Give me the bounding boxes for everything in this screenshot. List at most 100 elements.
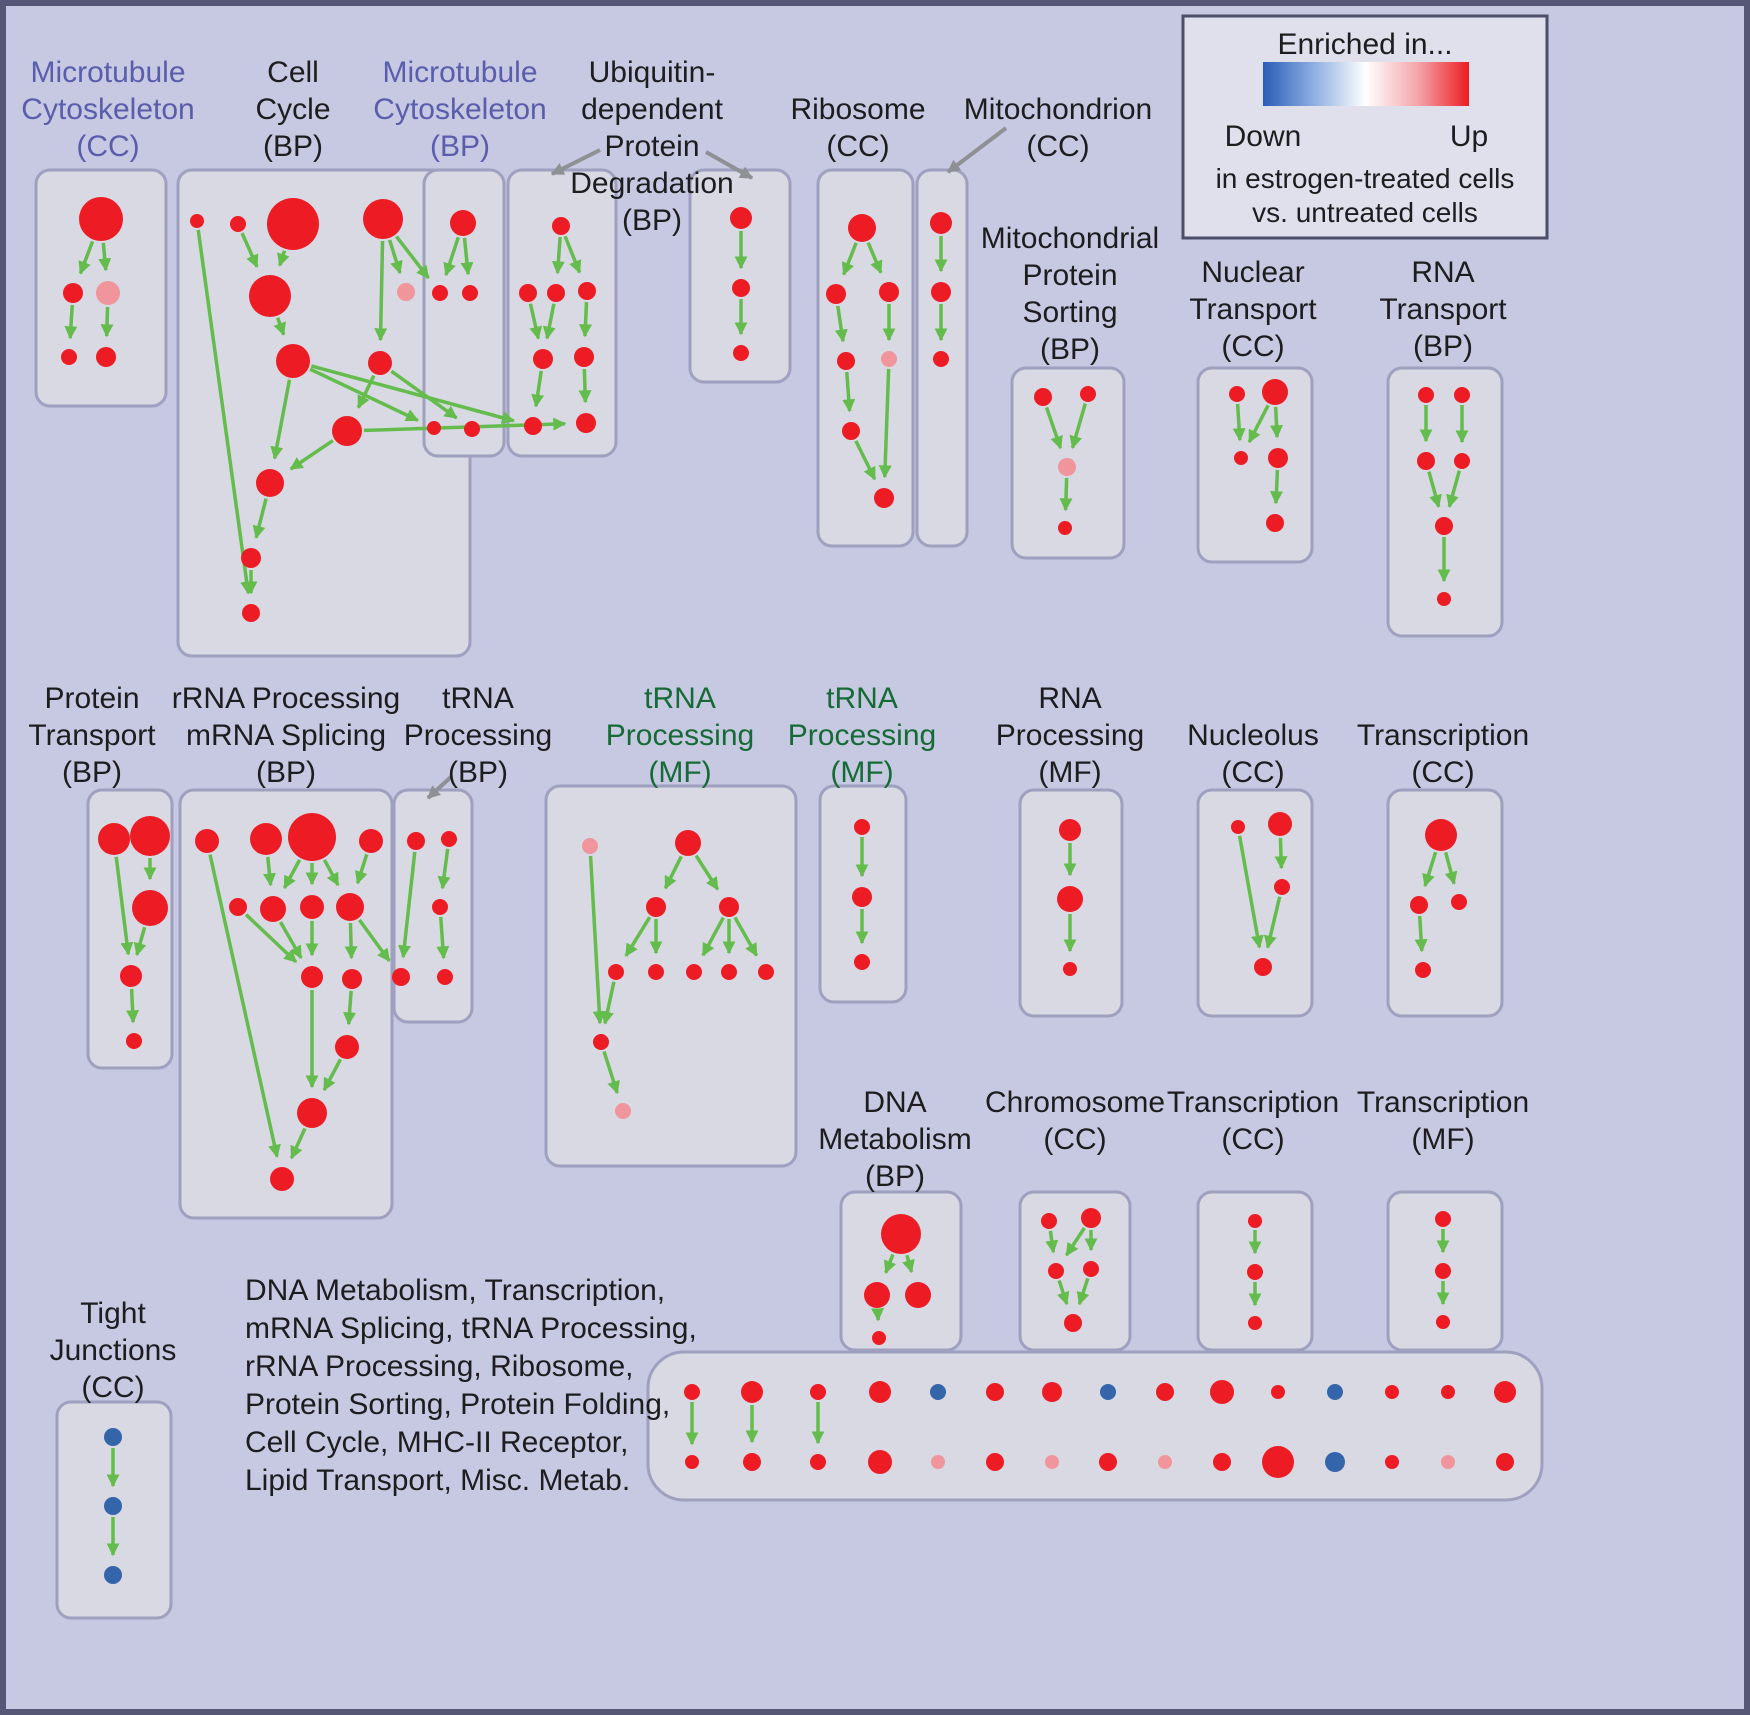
edge-arrow bbox=[1270, 406, 1284, 439]
go-term-node bbox=[868, 1450, 892, 1474]
go-term-node bbox=[730, 207, 752, 229]
cluster-label-line: Transport bbox=[28, 719, 156, 752]
go-term-node bbox=[986, 1453, 1004, 1471]
cluster-box-mixed-categories bbox=[646, 1350, 1544, 1502]
go-term-node bbox=[96, 347, 116, 367]
go-term-node bbox=[256, 469, 284, 497]
go-term-node bbox=[1410, 896, 1428, 914]
go-term-node bbox=[1080, 386, 1096, 402]
edge-arrow bbox=[1414, 915, 1428, 953]
go-term-node bbox=[98, 823, 130, 855]
cluster-label-line: DNA bbox=[863, 1086, 926, 1119]
go-term-node bbox=[1454, 387, 1470, 403]
edge-arrow bbox=[64, 304, 78, 340]
cluster-label-line: Cytoskeleton bbox=[373, 93, 546, 126]
go-term-node bbox=[1045, 1455, 1059, 1469]
go-term-node bbox=[547, 284, 565, 302]
cluster-label-line: Processing bbox=[404, 719, 552, 752]
go-term-node bbox=[1496, 1453, 1514, 1471]
go-term-node bbox=[126, 1033, 142, 1049]
cluster-label-ubiquitin-degradation-bp-1: Ubiquitin-dependent Protein Degradation (BP… bbox=[570, 56, 733, 237]
edge-arrow bbox=[343, 990, 357, 1026]
go-term-node bbox=[1268, 812, 1292, 836]
edge-arrow bbox=[240, 232, 259, 268]
go-term-node bbox=[826, 284, 846, 304]
cluster-label-cell-cycle-bp: Cell Cycle (BP) bbox=[255, 56, 330, 163]
edge-arrow bbox=[602, 1050, 620, 1095]
cluster-label-mitochondrion-cc: Mitochondrion (CC) bbox=[964, 93, 1152, 163]
go-term-node bbox=[1266, 514, 1284, 532]
go-term-node bbox=[432, 285, 448, 301]
go-term-node bbox=[79, 197, 123, 241]
edge-arrow bbox=[551, 236, 565, 275]
cluster-label-line: Cell bbox=[267, 56, 319, 89]
go-term-node bbox=[427, 421, 441, 435]
go-term-node bbox=[1274, 879, 1290, 895]
go-term-node bbox=[1248, 1316, 1262, 1330]
edge-arrow bbox=[282, 859, 302, 890]
edge-arrow bbox=[902, 1254, 915, 1274]
edge-arrow bbox=[437, 848, 451, 890]
nodes-layer bbox=[61, 197, 1516, 1584]
go-term-node bbox=[685, 1455, 699, 1469]
go-term-node bbox=[462, 285, 478, 301]
cluster-label-line: Processing bbox=[996, 719, 1144, 752]
cluster-label-line: Mitochondrion bbox=[964, 93, 1152, 126]
edge-arrow bbox=[834, 305, 848, 343]
edge-arrow bbox=[694, 854, 720, 891]
cluster-label-line: (CC) bbox=[1221, 756, 1284, 789]
cluster-label-line: Junctions bbox=[50, 1334, 177, 1367]
cluster-label-line: (BP) bbox=[1040, 333, 1100, 366]
cluster-label-transcription-cc-2: Transcription (CC) bbox=[1167, 1086, 1339, 1156]
edge-arrow bbox=[842, 371, 856, 413]
go-term-node bbox=[1229, 386, 1245, 402]
cluster-label-line: RNA bbox=[1038, 682, 1101, 715]
go-term-node bbox=[615, 1103, 631, 1119]
go-term-node bbox=[732, 279, 750, 297]
go-term-node bbox=[593, 1034, 609, 1050]
go-term-node bbox=[300, 895, 324, 919]
category-list-line: mRNA Splicing, tRNA Processing, bbox=[245, 1312, 697, 1345]
go-term-node bbox=[758, 964, 774, 980]
cluster-label-line: Microtubule bbox=[382, 56, 537, 89]
go-term-node bbox=[120, 965, 142, 987]
cluster-label-line: dependent bbox=[581, 93, 723, 126]
category-list-line: rRNA Processing, Ribosome, bbox=[245, 1350, 633, 1383]
edge-arrow bbox=[531, 370, 545, 408]
go-term-node bbox=[686, 964, 702, 980]
cluster-label-line: Cycle bbox=[255, 93, 330, 126]
edge-arrow bbox=[878, 368, 892, 479]
go-term-node bbox=[297, 1098, 327, 1128]
go-term-node bbox=[848, 214, 876, 242]
cluster-label-line: (MF) bbox=[1038, 756, 1101, 789]
edge-arrow bbox=[542, 303, 556, 340]
go-term-node bbox=[733, 345, 749, 361]
cluster-label-protein-transport-bp: Protein Transport (BP) bbox=[28, 682, 156, 789]
label-pointer-arrow bbox=[426, 774, 454, 800]
go-term-node bbox=[933, 351, 949, 367]
edge-arrow bbox=[1069, 403, 1087, 450]
go-term-node bbox=[533, 349, 553, 369]
cluster-box-ubiquitin-degradation-bp-1 bbox=[506, 168, 618, 458]
edge-arrow bbox=[278, 921, 303, 960]
cluster-label-line: (BP) bbox=[430, 130, 490, 163]
edge-arrow bbox=[354, 853, 369, 885]
legend-up-label: Up bbox=[1450, 120, 1488, 153]
category-list-line: Cell Cycle, MHC-II Receptor, bbox=[245, 1426, 628, 1459]
go-term-node bbox=[675, 830, 701, 856]
go-term-node bbox=[63, 283, 83, 303]
cluster-label-transcription-mf: Transcription (MF) bbox=[1357, 1086, 1529, 1156]
go-term-node bbox=[464, 421, 480, 437]
cluster-label-chromosome-cc: Chromosome (CC) bbox=[985, 1086, 1165, 1156]
go-term-node bbox=[432, 899, 448, 915]
cluster-label-trna-processing-mf-1: tRNA Processing (MF) bbox=[606, 682, 754, 789]
edge-arrow bbox=[309, 367, 419, 422]
go-term-node bbox=[1254, 958, 1272, 976]
cluster-box-ribosome-cc bbox=[816, 168, 915, 548]
go-term-node bbox=[190, 214, 204, 228]
go-term-node bbox=[392, 968, 410, 986]
cluster-label-line: (BP) bbox=[865, 1160, 925, 1193]
cluster-label-line: (MF) bbox=[1411, 1123, 1474, 1156]
edges-layer bbox=[64, 126, 1469, 1557]
